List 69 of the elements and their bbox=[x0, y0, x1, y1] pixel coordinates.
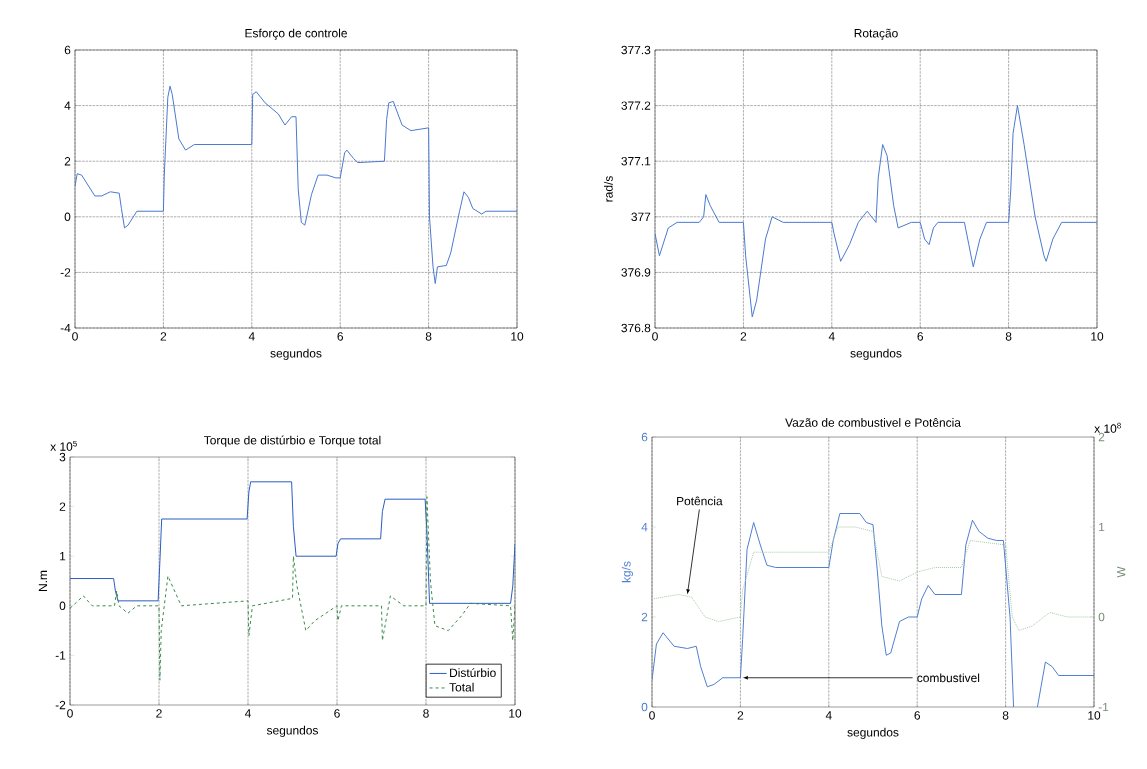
line-series bbox=[652, 526, 1095, 632]
line-series bbox=[70, 481, 515, 604]
legend-label: Total bbox=[449, 682, 474, 692]
annotation: combustivel bbox=[917, 673, 980, 683]
x-tick-label: 4 bbox=[825, 711, 832, 720]
y-tick-label: 6 bbox=[641, 432, 648, 442]
chart-title: Vazão de combustivel e Potência bbox=[785, 418, 961, 427]
x-tick-label: 8 bbox=[423, 709, 429, 718]
y-tick-label: 6 bbox=[64, 45, 71, 55]
x-tick-label: 2 bbox=[156, 709, 162, 718]
y2-tick-label: 1 bbox=[1099, 522, 1105, 532]
x-tick-label: 2 bbox=[740, 332, 747, 341]
annotation: Potência bbox=[677, 496, 723, 506]
x-axis-title: segundos bbox=[850, 348, 902, 360]
x-tick-label: 10 bbox=[1088, 711, 1101, 720]
y-tick-label: -4 bbox=[60, 323, 71, 333]
x-tick-label: 8 bbox=[1005, 332, 1012, 341]
y2-tick-label: -1 bbox=[1098, 702, 1109, 712]
y2-axis-title: W bbox=[1117, 566, 1126, 578]
chart-title: Esforço de controle bbox=[245, 28, 347, 40]
x-tick-label: 0 bbox=[72, 332, 78, 341]
y-tick-label: 1 bbox=[60, 552, 66, 561]
line-series bbox=[655, 105, 1098, 318]
x-axis-title: segundos bbox=[847, 727, 899, 739]
y-tick-label: 2 bbox=[641, 612, 648, 622]
y-tick-label: 0 bbox=[64, 212, 71, 222]
y-tick-label: 377 bbox=[631, 212, 651, 222]
x-tick-label: 4 bbox=[244, 709, 251, 718]
y-tick-label: 3 bbox=[59, 452, 66, 462]
x-tick-label: 6 bbox=[917, 332, 924, 341]
y-tick-label: -2 bbox=[55, 700, 66, 710]
y-tick-label: 377.1 bbox=[621, 156, 651, 166]
y-tick-label: 377.2 bbox=[621, 101, 651, 110]
y-axis-title: N.m bbox=[38, 570, 48, 591]
x-tick-label: 6 bbox=[914, 711, 921, 720]
x-tick-label: 6 bbox=[337, 332, 344, 341]
x-tick-label: 0 bbox=[652, 332, 658, 341]
x-axis-title: segundos bbox=[270, 348, 322, 360]
y-tick-label: 4 bbox=[641, 522, 648, 532]
line-series bbox=[70, 496, 515, 681]
y-tick-label: 0 bbox=[59, 601, 66, 611]
x-tick-label: 8 bbox=[1002, 711, 1009, 720]
x-tick-label: 10 bbox=[511, 332, 524, 341]
x-tick-label: 6 bbox=[334, 709, 340, 718]
y-tick-label: -1 bbox=[55, 651, 66, 660]
x-tick-label: 4 bbox=[248, 332, 255, 341]
y-axis-title: kg/s bbox=[621, 561, 634, 583]
y-tick-label: 376.8 bbox=[621, 323, 651, 333]
y2-tick-label: 2 bbox=[1098, 432, 1105, 442]
y2-tick-label: 0 bbox=[1098, 612, 1105, 622]
chart-title: Torque de distúrbio e Torque total bbox=[204, 435, 381, 447]
y-tick-label: 2 bbox=[59, 502, 66, 511]
y-axis-title: rad/s bbox=[603, 176, 613, 202]
legend-label: Distúrbio bbox=[450, 668, 496, 678]
x-tick-label: 8 bbox=[425, 332, 432, 341]
y-tick-label: 2 bbox=[64, 157, 71, 166]
x-tick-label: 10 bbox=[1091, 332, 1104, 341]
x-axis-title: segundos bbox=[266, 725, 318, 737]
x-tick-label: 10 bbox=[509, 709, 522, 718]
x-tick-label: 2 bbox=[160, 332, 167, 341]
y-tick-label: -2 bbox=[60, 268, 71, 277]
text: x 10$^{8}$ bbox=[1094, 422, 1121, 433]
x-tick-label: 4 bbox=[828, 332, 835, 341]
text: x 10$^{5}$ bbox=[50, 440, 77, 451]
y-tick-label: 4 bbox=[64, 101, 71, 110]
chart-title: Rotação bbox=[854, 28, 898, 40]
y-tick-label: 376.9 bbox=[621, 268, 651, 277]
x-tick-label: 2 bbox=[737, 711, 744, 720]
y-tick-label: 377.3 bbox=[621, 45, 651, 55]
